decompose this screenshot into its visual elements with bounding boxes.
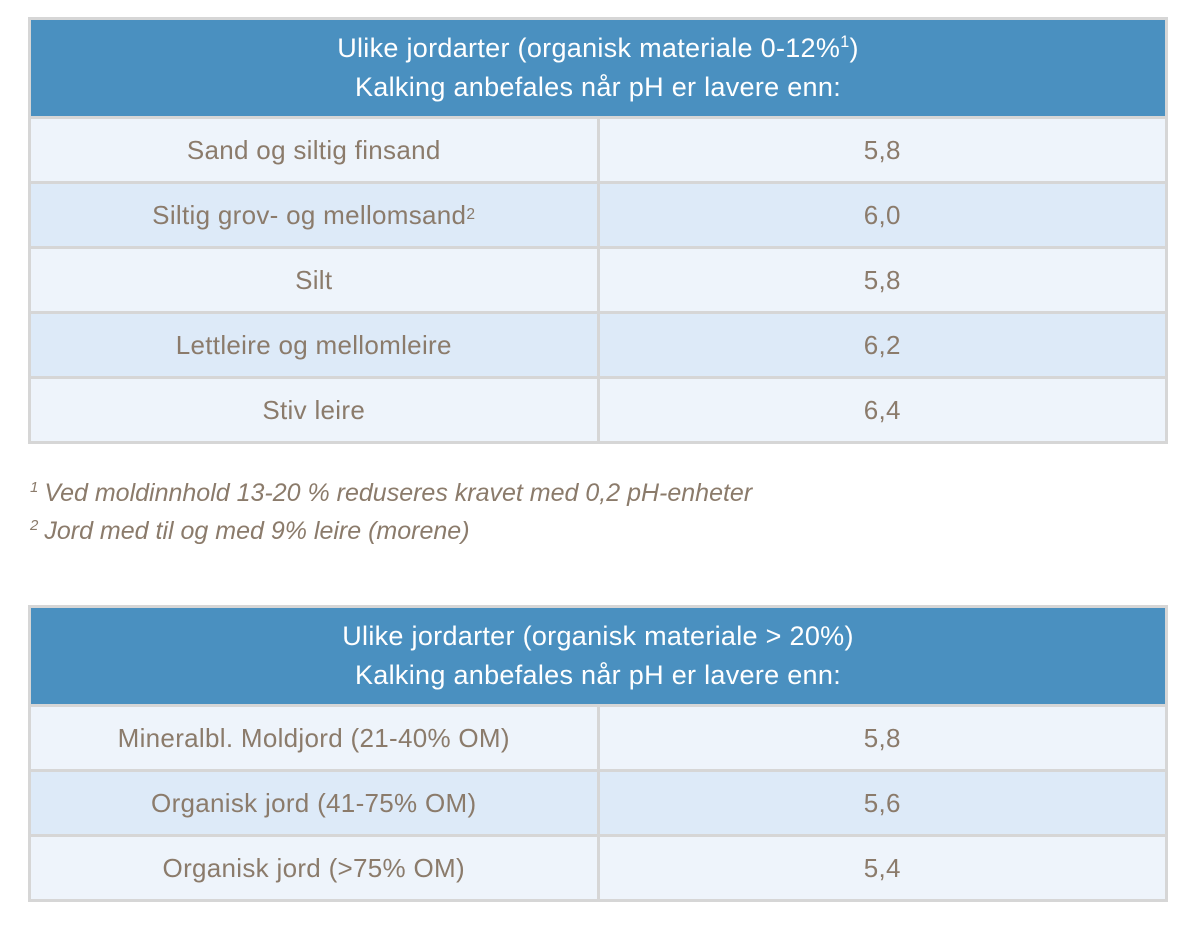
soil-type-label: Siltig grov- og mellomsand — [152, 199, 467, 230]
soil-type-label: Stiv leire — [262, 394, 366, 425]
soil-table-organic-header: Ulike jordarter (organisk materiale > 20… — [31, 608, 1165, 704]
ph-value-cell: 5,8 — [599, 119, 1165, 181]
soil-type-cell: Siltig grov- og mellomsand 2 — [31, 184, 597, 246]
soil-type-cell: Stiv leire — [31, 379, 597, 441]
ph-value-cell: 5,4 — [599, 837, 1165, 899]
soil-type-cell: Mineralbl. Moldjord (21-40% OM) — [31, 707, 597, 769]
soil-table-organic: Ulike jordarter (organisk materiale > 20… — [28, 605, 1168, 902]
header-footnote-marker: 1 — [840, 33, 850, 51]
footnote-1-text: Ved moldinnhold 13-20 % reduseres kravet… — [44, 479, 753, 507]
ph-value-cell: 6,0 — [599, 184, 1165, 246]
soil-type-cell: Organisk jord (>75% OM) — [31, 837, 597, 899]
footnote-2-text: Jord med til og med 9% leire (morene) — [44, 517, 470, 545]
soil-type-label: Lettleire og mellomleire — [175, 329, 452, 360]
footnotes: 1 Ved moldinnhold 13-20 % reduseres krave… — [28, 474, 1168, 550]
footnote-2: 2 Jord med til og med 9% leire (morene) — [30, 512, 1168, 550]
soil-table-mineral-header-line1: Ulike jordarter (organisk materiale 0-12… — [337, 29, 859, 68]
soil-type-cell: Lettleire og mellomleire — [31, 314, 597, 376]
footnote-1-marker: 1 — [30, 478, 39, 496]
footnote-2-marker: 2 — [30, 516, 39, 534]
header-line1-close: ) — [849, 33, 859, 63]
soil-type-cell: Silt — [31, 249, 597, 311]
soil-table-mineral-header: Ulike jordarter (organisk materiale 0-12… — [31, 20, 1165, 116]
ph-value-cell: 5,8 — [599, 707, 1165, 769]
footnote-1: 1 Ved moldinnhold 13-20 % reduseres krave… — [30, 474, 1168, 512]
soil-table-mineral-header-line2: Kalking anbefales når pH er lavere enn: — [355, 72, 841, 102]
ph-value-cell: 6,4 — [599, 379, 1165, 441]
header-line1-text: Ulike jordarter (organisk materiale 0-12… — [337, 33, 841, 63]
soil-type-label: Sand og siltig finsand — [186, 134, 441, 165]
ph-value-cell: 5,6 — [599, 772, 1165, 834]
soil-table-mineral: Ulike jordarter (organisk materiale 0-12… — [28, 17, 1168, 444]
soil-table-organic-header-line2: Kalking anbefales når pH er lavere enn: — [355, 660, 841, 690]
soil-type-label: Silt — [295, 264, 333, 295]
soil-type-cell: Sand og siltig finsand — [31, 119, 597, 181]
ph-value-cell: 5,8 — [599, 249, 1165, 311]
ph-value-cell: 6,2 — [599, 314, 1165, 376]
soil-table-organic-header-line1: Ulike jordarter (organisk materiale > 20… — [342, 621, 854, 651]
soil-type-cell: Organisk jord (41-75% OM) — [31, 772, 597, 834]
